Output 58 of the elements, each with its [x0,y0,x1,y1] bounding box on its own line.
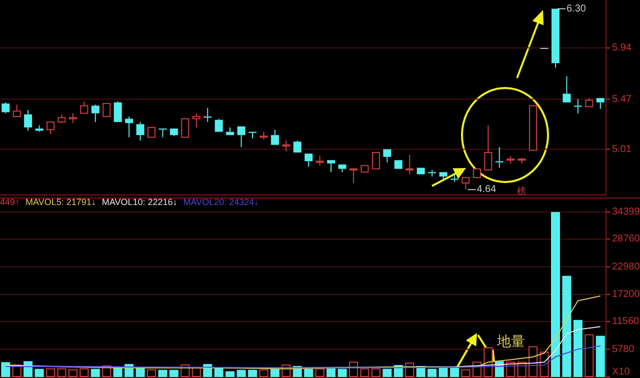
bar [584,334,594,377]
text: 449↑ [0,197,20,207]
bar [46,368,55,377]
bar [315,368,324,377]
bar [562,276,572,377]
bar [57,368,66,377]
bar [1,362,10,377]
candlestick [406,154,414,175]
candlestick [495,146,504,168]
y-tick-label: 17200 [612,289,640,300]
bar [596,336,605,377]
text: MAVOL20: 24324↓ [183,197,259,207]
annotation: 榜 [517,186,526,196]
annotation: 6.30 [566,3,586,14]
bar [270,368,280,377]
bar [551,212,560,377]
candlestick [204,107,212,123]
bar [371,368,380,377]
text: MAVOL10: 22216↓ [102,197,178,207]
bar [573,320,582,377]
y-tick-label: 28760 [612,234,640,245]
bar [147,369,156,377]
bar [226,371,235,377]
candlestick [574,98,582,114]
y-tick-label: 5.47 [612,94,632,105]
bar [236,370,246,377]
y-tick-label: 5.94 [612,42,632,54]
bar [382,368,392,377]
annotation: 4.64 [476,184,497,196]
bar [326,368,336,377]
bar [214,368,224,377]
text: MAVOL5: 21791↓ [26,197,96,207]
bar [461,369,470,377]
y-tick-label: 11560 [612,316,640,328]
bar [90,368,100,377]
bar [80,368,89,377]
bar [158,370,168,377]
y-tick-label: 5780 [612,344,635,355]
bar [304,368,314,377]
candlestick [35,124,44,132]
candlestick [24,110,32,132]
bar [34,368,44,377]
annotation: 地量 [496,333,525,349]
bar [428,368,437,377]
candlestick [91,104,100,123]
y-tick-label: 5.01 [612,144,632,155]
bar [248,370,257,377]
y-tick-label: X10 [612,366,630,378]
bar [68,369,78,377]
bar [338,368,347,377]
y-tick-label: 22980 [612,261,640,272]
y-tick-label: 34399 [612,206,640,218]
candlestick [282,140,290,152]
bar [360,368,370,377]
bar [169,370,178,377]
candlestick [2,102,10,114]
candlestick [450,174,458,182]
bar [259,369,268,377]
